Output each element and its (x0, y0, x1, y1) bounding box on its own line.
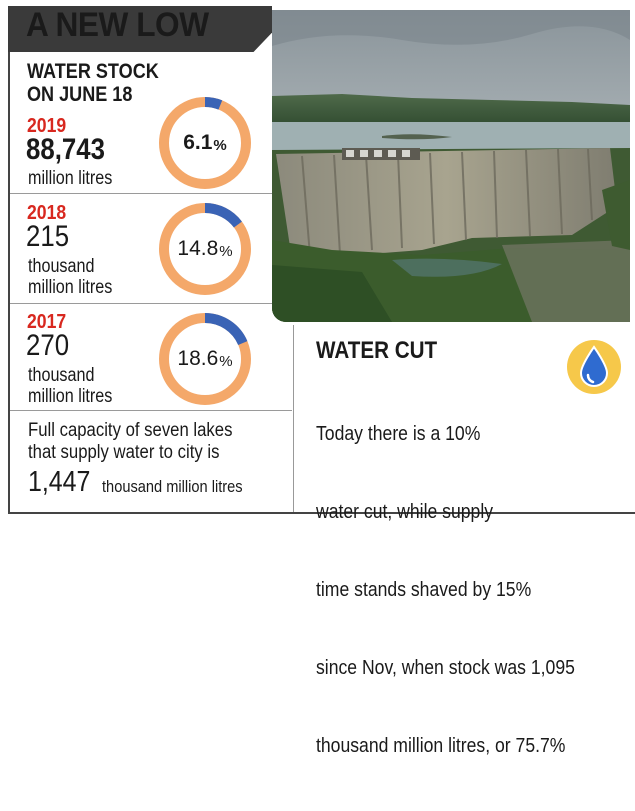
percent-2018: 14.8% (177, 237, 233, 260)
percent-2019: 6.1% (183, 131, 227, 154)
left-border (8, 52, 10, 512)
year-label-2019: 2019 (27, 115, 67, 137)
water-cut-body: Today there is a 10% water cut, while su… (316, 423, 575, 757)
stock-unit-2019: million litres (28, 168, 113, 189)
percent-2017: 18.6% (177, 347, 233, 370)
row-divider (10, 303, 292, 304)
headline: A NEW LOW (26, 6, 209, 44)
capacity-unit: thousand million litres (102, 477, 243, 496)
stock-title-line: WATER STOCK (27, 60, 159, 83)
bottom-border (8, 512, 635, 514)
stock-unit-2018: thousand million litres (28, 256, 113, 298)
stock-value-2017: 270 (26, 329, 70, 362)
donut-chart-2018 (159, 203, 251, 295)
column-divider (293, 325, 294, 513)
donut-chart-2019 (159, 97, 251, 189)
stock-value-2018: 215 (26, 220, 70, 253)
donut-arc (159, 313, 251, 405)
capacity-value: 1,447 (28, 466, 91, 498)
headline-banner (8, 6, 272, 52)
infographic: A NEW LOW WATER STOCK ON JUNE 18 2019 88… (8, 6, 635, 757)
drop-highlight (586, 373, 595, 384)
year-label-2018: 2018 (27, 202, 67, 224)
water-drop-icon (567, 340, 621, 394)
donut-arc (159, 203, 251, 295)
stock-value-2019: 88,743 (26, 133, 105, 166)
row-divider (10, 410, 292, 411)
donut-arc (159, 97, 251, 189)
row-divider (10, 193, 292, 194)
stock-title: WATER STOCK ON JUNE 18 (27, 60, 159, 106)
capacity-text: Full capacity of seven lakes that supply… (28, 420, 233, 463)
stock-title-line: ON JUNE 18 (27, 83, 133, 106)
donut-chart-2017 (159, 313, 251, 405)
stock-unit-2017: thousand million litres (28, 365, 113, 407)
water-cut-title: WATER CUT (316, 337, 438, 364)
year-label-2017: 2017 (27, 311, 67, 333)
dam-photo-illustration (272, 10, 630, 322)
dam-photo (272, 10, 630, 322)
